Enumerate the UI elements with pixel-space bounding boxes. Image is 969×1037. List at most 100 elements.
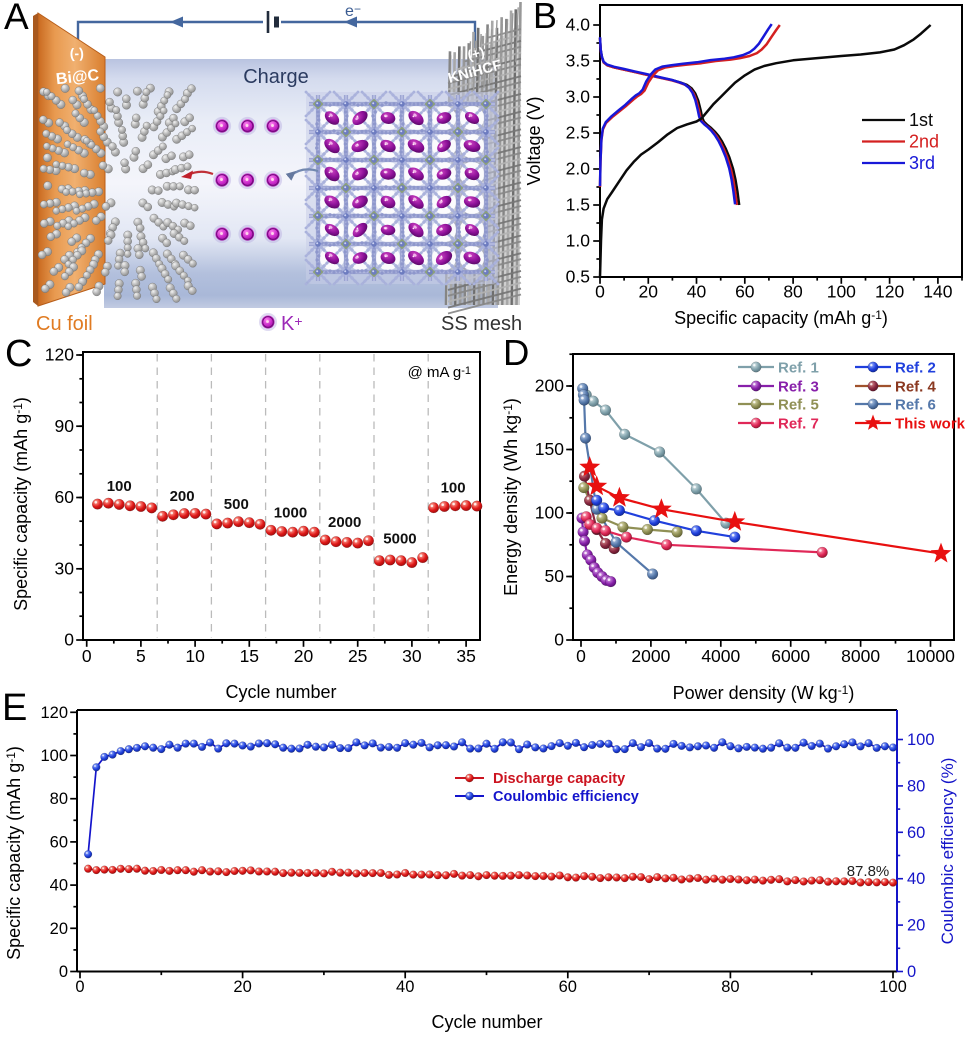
- svg-text:0: 0: [907, 963, 916, 981]
- svg-text:Power density (W kg-1): Power density (W kg-1): [673, 683, 855, 703]
- svg-text:K+: K+: [281, 313, 303, 335]
- svg-text:Ref. 6: Ref. 6: [895, 397, 936, 414]
- svg-text:E: E: [2, 687, 27, 729]
- svg-text:60: 60: [55, 487, 75, 507]
- svg-text:60: 60: [907, 824, 925, 842]
- svg-text:Ref. 1: Ref. 1: [778, 360, 819, 377]
- svg-text:1.5: 1.5: [566, 195, 590, 215]
- svg-text:100: 100: [40, 747, 68, 765]
- svg-text:0: 0: [64, 630, 74, 650]
- svg-text:0: 0: [595, 282, 605, 302]
- svg-text:4000: 4000: [701, 646, 740, 666]
- svg-text:0: 0: [82, 646, 92, 666]
- svg-text:0: 0: [554, 630, 564, 650]
- svg-text:Bi@C: Bi@C: [55, 67, 100, 88]
- svg-text:40: 40: [396, 978, 414, 996]
- svg-text:Charge: Charge: [243, 66, 309, 88]
- svg-text:Discharge capacity: Discharge capacity: [493, 771, 625, 787]
- svg-text:20: 20: [233, 978, 251, 996]
- svg-text:80: 80: [783, 282, 803, 302]
- svg-text:Specific capacity (mAh g-1): Specific capacity (mAh g-1): [4, 746, 24, 960]
- svg-text:100: 100: [827, 282, 856, 302]
- svg-text:60: 60: [735, 282, 755, 302]
- svg-text:20: 20: [907, 917, 925, 935]
- svg-text:25: 25: [348, 646, 367, 666]
- svg-text:C: C: [5, 333, 32, 375]
- svg-text:100: 100: [879, 978, 907, 996]
- svg-text:(-): (-): [69, 45, 84, 62]
- svg-text:3.5: 3.5: [566, 51, 590, 71]
- svg-text:0: 0: [59, 963, 68, 981]
- svg-text:120: 120: [40, 704, 68, 722]
- svg-text:e−: e−: [345, 2, 361, 20]
- svg-text:80: 80: [50, 790, 68, 808]
- svg-text:100: 100: [907, 731, 935, 749]
- svg-text:2000: 2000: [631, 646, 670, 666]
- svg-text:A: A: [4, 0, 29, 37]
- svg-text:Ref. 5: Ref. 5: [778, 397, 819, 414]
- svg-text:Voltage (V): Voltage (V): [524, 96, 544, 185]
- svg-text:This work: This work: [895, 416, 966, 433]
- svg-text:Specific capacity (mAh g-1): Specific capacity (mAh g-1): [674, 308, 888, 328]
- svg-text:Specific capacity (mAh g-1): Specific capacity (mAh g-1): [11, 397, 31, 611]
- svg-text:4.0: 4.0: [566, 15, 591, 35]
- svg-text:80: 80: [721, 978, 739, 996]
- svg-text:150: 150: [535, 439, 564, 459]
- svg-text:B: B: [533, 0, 557, 36]
- svg-text:Ref. 4: Ref. 4: [895, 379, 937, 396]
- svg-text:80: 80: [907, 777, 925, 795]
- svg-text:87.8%: 87.8%: [847, 863, 890, 880]
- svg-text:90: 90: [55, 416, 75, 436]
- svg-text:20: 20: [50, 920, 68, 938]
- svg-text:1st: 1st: [909, 110, 933, 130]
- svg-text:1000: 1000: [274, 504, 307, 521]
- svg-text:100: 100: [107, 478, 132, 495]
- svg-text:Cycle number: Cycle number: [225, 682, 336, 702]
- svg-text:60: 60: [50, 833, 68, 851]
- svg-text:100: 100: [441, 479, 466, 496]
- svg-text:0: 0: [75, 978, 84, 996]
- svg-text:Cu foil: Cu foil: [36, 313, 93, 335]
- svg-text:40: 40: [687, 282, 707, 302]
- svg-text:0: 0: [576, 646, 586, 666]
- svg-text:10: 10: [185, 646, 205, 666]
- svg-text:0.5: 0.5: [566, 267, 590, 287]
- svg-text:50: 50: [545, 566, 565, 586]
- svg-text:Ref. 2: Ref. 2: [895, 360, 936, 377]
- svg-text:Coulombic efficiency (%): Coulombic efficiency (%): [938, 758, 957, 945]
- svg-text:3rd: 3rd: [909, 153, 935, 173]
- svg-text:5: 5: [136, 646, 146, 666]
- svg-text:8000: 8000: [841, 646, 880, 666]
- svg-text:2.0: 2.0: [566, 159, 591, 179]
- svg-text:2.5: 2.5: [566, 123, 590, 143]
- svg-text:100: 100: [535, 503, 564, 523]
- svg-text:60: 60: [559, 978, 577, 996]
- svg-text:200: 200: [535, 376, 564, 396]
- svg-text:20: 20: [294, 646, 314, 666]
- svg-text:120: 120: [875, 282, 904, 302]
- svg-text:35: 35: [456, 646, 475, 666]
- svg-text:1.0: 1.0: [566, 231, 591, 251]
- svg-text:Energy density (Wh kg-1): Energy density (Wh kg-1): [501, 398, 521, 596]
- svg-text:120: 120: [45, 345, 74, 365]
- svg-text:Ref. 3: Ref. 3: [778, 379, 819, 396]
- svg-text:200: 200: [170, 488, 195, 505]
- svg-text:Coulombic efficiency: Coulombic efficiency: [493, 789, 639, 805]
- svg-text:140: 140: [923, 282, 952, 302]
- svg-text:Ref. 7: Ref. 7: [778, 416, 819, 433]
- svg-text:5000: 5000: [383, 531, 416, 548]
- svg-text:30: 30: [402, 646, 422, 666]
- svg-text:40: 40: [907, 870, 925, 888]
- svg-text:2nd: 2nd: [909, 132, 939, 152]
- svg-text:(+): (+): [466, 44, 486, 63]
- svg-text:@ mA g-1: @ mA g-1: [408, 364, 471, 381]
- svg-text:40: 40: [50, 877, 68, 895]
- svg-text:30: 30: [55, 558, 75, 578]
- svg-text:3.0: 3.0: [566, 87, 591, 107]
- svg-text:15: 15: [240, 646, 259, 666]
- svg-text:Cycle number: Cycle number: [431, 1012, 542, 1032]
- svg-text:500: 500: [224, 496, 249, 513]
- svg-text:D: D: [503, 332, 529, 373]
- svg-text:6000: 6000: [771, 646, 810, 666]
- svg-text:2000: 2000: [328, 514, 361, 531]
